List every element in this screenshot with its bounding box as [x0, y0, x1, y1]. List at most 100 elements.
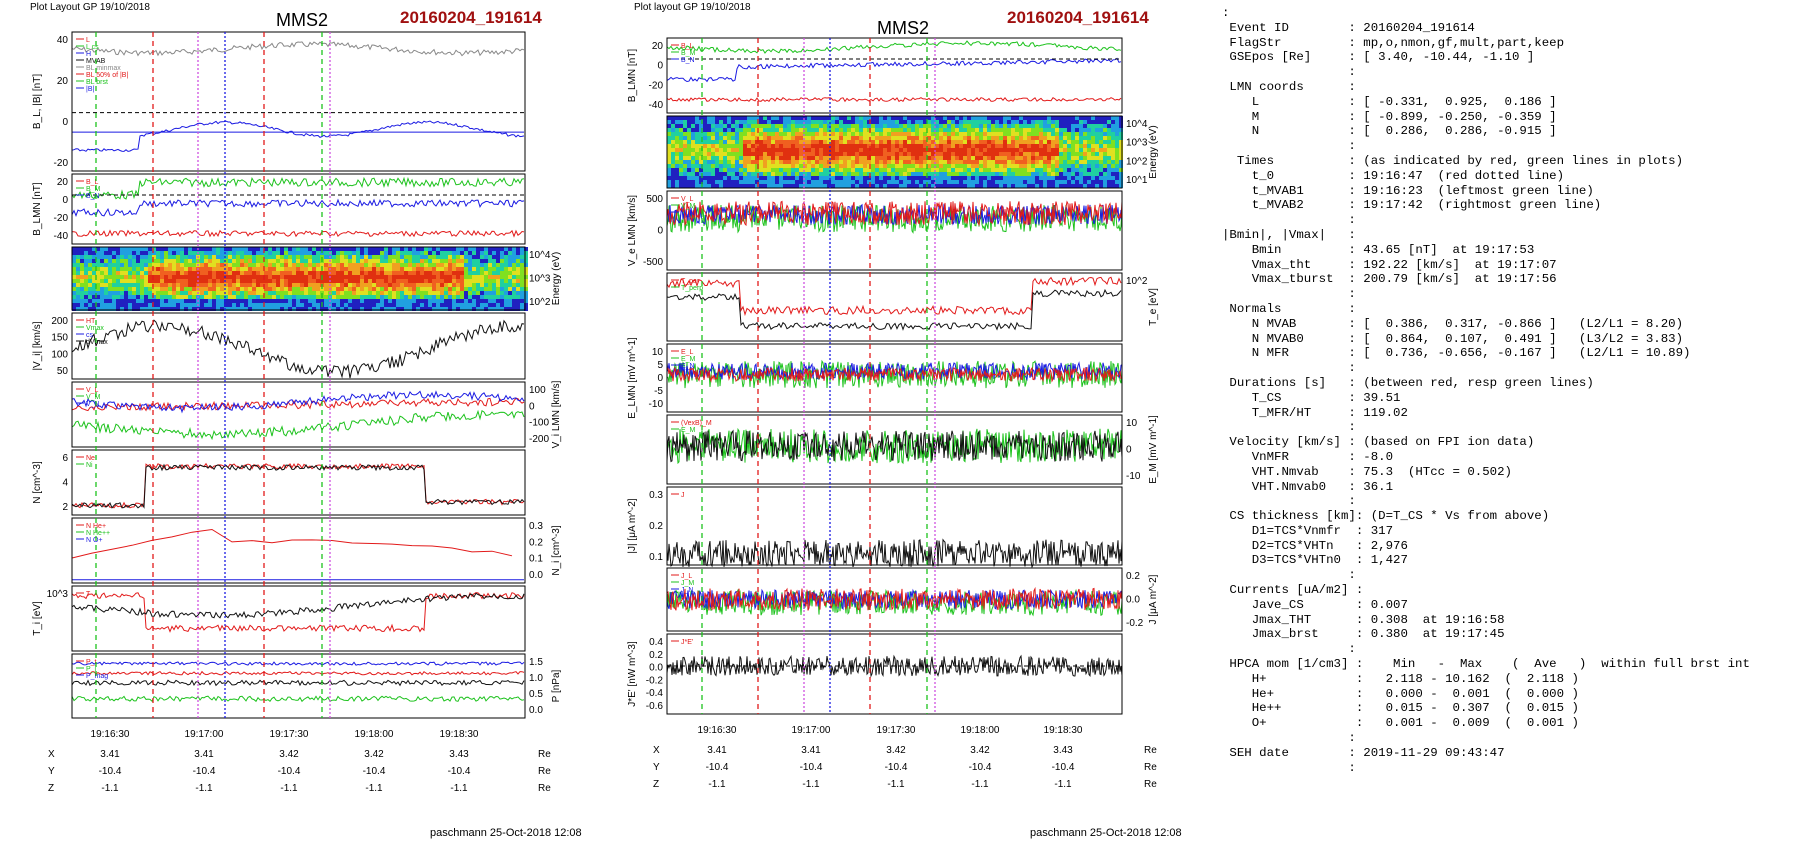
spectrogram-cell [791, 124, 795, 128]
spectrogram-cell [971, 176, 975, 180]
spectrogram-cell [855, 152, 859, 156]
spectrogram-cell [1115, 180, 1119, 184]
spectrogram-cell [1003, 132, 1007, 136]
spectrogram-cell [108, 287, 112, 291]
spectrogram-cell [280, 279, 284, 283]
spectrogram-cell [783, 136, 787, 140]
spectrogram-cell [100, 271, 104, 275]
spectrogram-cell [963, 124, 967, 128]
spectrogram-cell [975, 152, 979, 156]
spectrogram-cell [492, 279, 496, 283]
spectrogram-cell [148, 267, 152, 271]
spectrogram-cell [687, 156, 691, 160]
spectrogram-cell [923, 184, 927, 188]
spectrogram-cell [344, 267, 348, 271]
spectrogram-cell [276, 295, 280, 299]
spectrogram-cell [835, 132, 839, 136]
spectrogram-cell [983, 136, 987, 140]
spectrogram-cell [715, 176, 719, 180]
spectrogram-cell [336, 283, 340, 287]
spectrogram-cell [500, 299, 504, 303]
spectrogram-cell [324, 271, 328, 275]
spectrogram-cell [1039, 164, 1043, 168]
spectrogram-cell [1059, 144, 1063, 148]
spectrogram-cell [316, 303, 320, 307]
spectrogram-cell [731, 140, 735, 144]
spectrogram-cell [943, 132, 947, 136]
spectrogram-cell [208, 263, 212, 267]
spectrogram-cell [168, 295, 172, 299]
spectrogram-cell [452, 303, 456, 307]
spectrogram-cell [1059, 124, 1063, 128]
position-value: -10.4 [193, 766, 216, 777]
summary-line: N MVAB : [ 0.386, 0.317, -0.866 ] (L2/L1… [1222, 316, 1684, 331]
spectrogram-cell [284, 275, 288, 279]
summary-line: SEH date : 2019-11-29 09:43:47 [1222, 745, 1505, 760]
spectrogram-cell [80, 279, 84, 283]
position-value: -1.1 [887, 779, 905, 790]
spectrogram-cell [368, 267, 372, 271]
spectrogram-cell [204, 283, 208, 287]
spectrogram-cell [803, 144, 807, 148]
spectrogram-cell [703, 116, 707, 120]
spectrogram-cell [240, 279, 244, 283]
spectrogram-cell [1035, 140, 1039, 144]
summary-line: CS thickness [km]: (D=T_CS * Vs from abo… [1222, 509, 1550, 524]
spectrogram-cell [883, 116, 887, 120]
spectrogram-cell [931, 148, 935, 152]
spectrogram-cell [200, 271, 204, 275]
spectrogram-cell [80, 299, 84, 303]
spectrogram-cell [955, 144, 959, 148]
spectrogram-cell [687, 140, 691, 144]
spectrogram-cell [1007, 180, 1011, 184]
spectrogram-cell [983, 128, 987, 132]
spectrogram-cell [815, 160, 819, 164]
spectrogram-cell [883, 176, 887, 180]
spectrogram-cell [1055, 180, 1059, 184]
spectrogram-cell [975, 172, 979, 176]
legend-entry: BL brst [86, 79, 108, 86]
spectrogram-cell [979, 180, 983, 184]
spectrogram-cell [715, 120, 719, 124]
spectrogram-cell [1103, 176, 1107, 180]
spectrogram-cell [847, 160, 851, 164]
spectrogram-cell [919, 128, 923, 132]
spectrogram-cell [919, 160, 923, 164]
spectrogram-cell [871, 136, 875, 140]
spectrogram-cell [216, 247, 220, 251]
spectrogram-cell [987, 136, 991, 140]
spectrogram-cell [120, 275, 124, 279]
spectrogram-cell [104, 263, 108, 267]
spectrogram-cell [1011, 128, 1015, 132]
spectrogram-cell [711, 144, 715, 148]
spectrogram-cell [867, 148, 871, 152]
spectrogram-cell [472, 255, 476, 259]
spectrogram-cell [424, 279, 428, 283]
spectrogram-cell [679, 120, 683, 124]
spectrogram-cell [1035, 152, 1039, 156]
y-tick-label: 50 [57, 366, 69, 377]
series-line [71, 229, 525, 238]
spectrogram-cell [1067, 152, 1071, 156]
spectrogram-cell [787, 172, 791, 176]
spectrogram-cell [1051, 164, 1055, 168]
spectrogram-cell [943, 168, 947, 172]
spectrogram-cell [176, 307, 180, 311]
spectrogram-cell [695, 120, 699, 124]
spectrogram-cell [188, 307, 192, 311]
spectrogram-cell [799, 156, 803, 160]
spectrogram-cell [783, 180, 787, 184]
spectrogram-cell [1007, 128, 1011, 132]
spectrogram-cell [739, 124, 743, 128]
spectrogram-cell [480, 275, 484, 279]
spectrogram-cell [787, 116, 791, 120]
spectrogram-cell [292, 255, 296, 259]
spectrogram-cell [352, 291, 356, 295]
spectrogram-cell [212, 287, 216, 291]
spectrogram-cell [156, 291, 160, 295]
summary-line: T_MFR/HT : 119.02 [1222, 405, 1408, 420]
spectrogram-cell [136, 299, 140, 303]
spectrogram-cell [424, 295, 428, 299]
spectrogram-cell [1015, 148, 1019, 152]
spectrogram-cell [188, 251, 192, 255]
